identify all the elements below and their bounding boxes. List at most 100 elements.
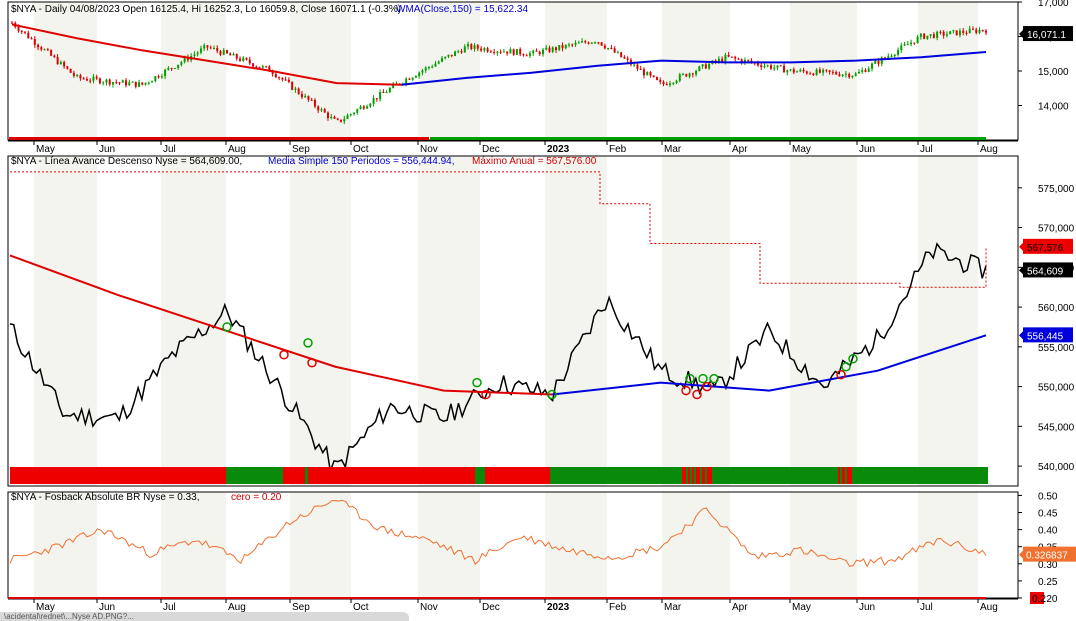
candle-body (167, 67, 170, 70)
candle-body (467, 44, 470, 47)
candle-body (431, 66, 434, 68)
candle-body (672, 82, 675, 84)
cross-marker (841, 361, 851, 372)
signal-bar-segment (226, 467, 283, 484)
x-tick-label-top-6: Nov (420, 144, 438, 155)
candle-body (743, 59, 746, 63)
sma-line-red (9, 254, 553, 396)
candle-body (359, 106, 362, 110)
candle-body (164, 69, 167, 77)
x-tick-label-bottom-8: 2023 (547, 602, 570, 613)
x-tick-label-top-3: Aug (228, 144, 246, 155)
candle-body (737, 58, 740, 60)
candle-body (535, 50, 538, 52)
candle-body (154, 76, 157, 82)
x-tick-label-bottom-14: Jul (920, 602, 933, 613)
candle-body (626, 58, 629, 60)
candle-body (884, 57, 887, 59)
candle-body (939, 31, 942, 33)
month-band (290, 2, 351, 140)
fosback-line (9, 499, 987, 568)
month-band (918, 492, 978, 598)
current-label: 564,609 (1027, 266, 1064, 277)
last-price-box (1023, 26, 1073, 42)
candle-body (141, 82, 144, 85)
candle-body (203, 45, 206, 49)
x-tick-label-bottom-3: Aug (228, 602, 246, 613)
candle-body (587, 42, 590, 44)
candle-body (985, 30, 987, 33)
candle-body (502, 51, 505, 53)
candle-body (900, 45, 903, 51)
candle-body (268, 66, 271, 72)
max-label-pointer (1019, 241, 1024, 252)
cross-marker (836, 369, 846, 380)
candle-body (265, 66, 268, 68)
fosback-label-pointer (1019, 549, 1024, 560)
month-band (34, 2, 97, 140)
candle-body (24, 31, 27, 33)
candle-body (923, 33, 926, 39)
candle-body (30, 38, 33, 40)
fosback-label: 0.326837 (1026, 551, 1068, 562)
candle-body (568, 44, 571, 46)
candle-body (89, 80, 92, 82)
candle-body (216, 47, 219, 52)
cross-marker (692, 389, 702, 400)
candle-body (841, 74, 844, 77)
signal-bar-stripe (705, 467, 707, 484)
cross-marker (303, 338, 313, 348)
candle-body (454, 51, 457, 57)
candle-body (642, 69, 645, 76)
candle-body (56, 57, 59, 65)
cross-marker (222, 322, 232, 332)
candle-body (776, 65, 779, 68)
x-tick-label-bottom-2: Jul (163, 602, 176, 613)
candle-body (864, 70, 867, 72)
candle-body (822, 69, 825, 73)
candle-body (519, 49, 522, 55)
candle-body (128, 82, 131, 86)
x-tick-label-bottom-10: Mar (664, 602, 682, 613)
candle-body (766, 65, 769, 67)
cross-marker (848, 354, 858, 364)
candle-body (818, 69, 821, 73)
sma-line-blue (552, 334, 987, 396)
candle-body (483, 48, 486, 51)
month-band (161, 2, 226, 140)
fosback-label-box (1023, 546, 1076, 562)
candle-body (724, 54, 727, 62)
candle-body (675, 80, 678, 83)
candle-body (695, 70, 698, 75)
y-tick-label: 0.30 (1038, 560, 1058, 571)
x-tick-label-top-0: May (36, 144, 55, 155)
candle-body (261, 66, 264, 68)
candle-body (942, 31, 945, 36)
candle-body (646, 72, 649, 76)
candle-body (802, 69, 805, 72)
candle-body (330, 116, 333, 119)
cross-marker (481, 389, 491, 400)
candle-body (691, 73, 694, 75)
candle-body (50, 50, 53, 56)
signal-bar-segment (712, 467, 838, 484)
candle-body (180, 62, 183, 65)
candle-body (880, 57, 883, 64)
candle-body (981, 29, 984, 31)
candle-body (20, 30, 23, 32)
candle-body (111, 82, 114, 85)
candle-body (297, 88, 300, 94)
candle-body (975, 29, 978, 33)
candle-body (893, 54, 896, 56)
candles (11, 20, 987, 125)
candle-body (548, 47, 551, 52)
candle-body (867, 68, 870, 72)
candle-body (662, 81, 665, 85)
candle-body (248, 59, 251, 64)
y-tick-label: 0.25 (1038, 577, 1058, 588)
panel-border (7, 1, 1019, 141)
candle-body (353, 112, 356, 114)
candle-body (926, 35, 929, 39)
month-band (918, 156, 978, 486)
month-band (545, 492, 607, 598)
